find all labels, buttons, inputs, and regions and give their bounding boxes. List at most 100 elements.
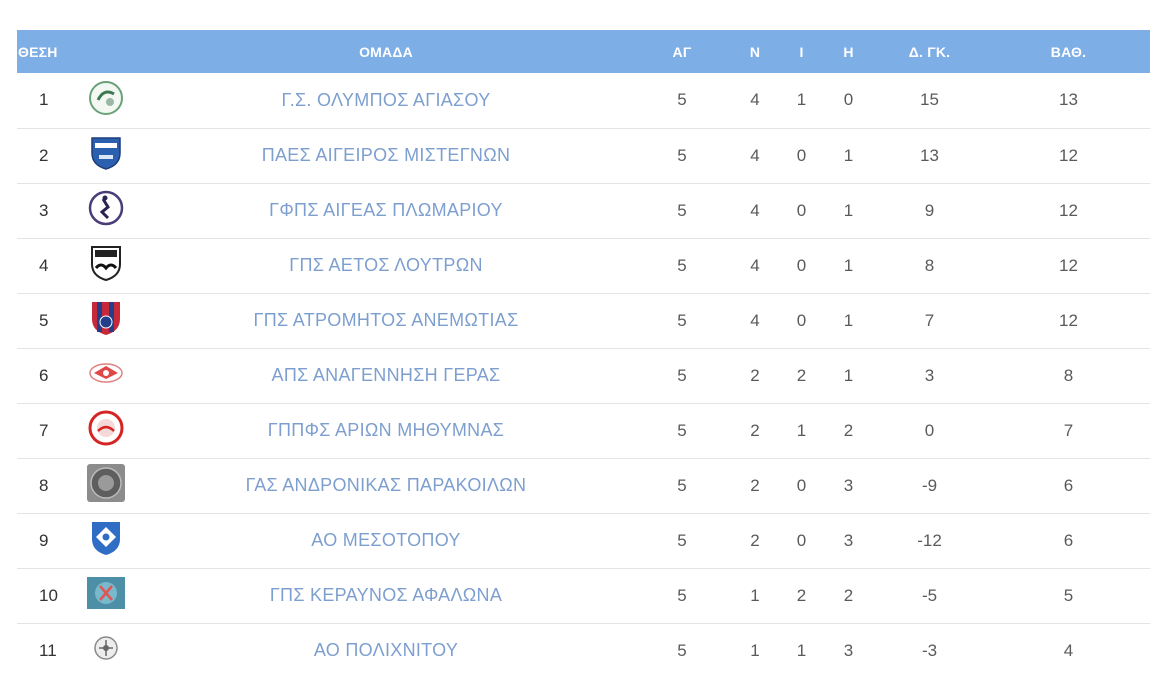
points-cell: 6 [1063, 475, 1074, 495]
losses-cell: 3 [843, 530, 854, 550]
draws-cell: 0 [796, 530, 807, 550]
team-name-link[interactable]: ΓΠΣ ΑΕΤΟΣ ΛΟΥΤΡΩΝ [289, 255, 483, 275]
draws-cell: 0 [796, 310, 807, 330]
shield-logo-blue-white-icon [89, 519, 123, 562]
points-cell: 4 [1063, 640, 1074, 660]
shield-logo-red-blue-icon [89, 299, 123, 342]
played-cell: 5 [677, 585, 687, 605]
points-cell: 12 [1059, 200, 1078, 220]
losses-cell: 2 [843, 420, 854, 440]
header-wins: Ν [749, 43, 761, 60]
points-cell: 12 [1059, 145, 1078, 165]
table-row: 3 ΓΦΠΣ ΑΙΓΕΑΣ ΠΛΩΜΑΡΙΟΥ 5 4 0 1 9 12 [17, 183, 1150, 238]
logo-cell [72, 623, 140, 678]
team-name-link[interactable]: ΑΟ ΠΟΛΙΧΝΙΤΟΥ [313, 640, 459, 661]
ball-logo-green-icon [88, 80, 124, 121]
table-row: 2 ΠΑΕΣ ΑΙΓΕΙΡΟΣ ΜΙΣΤΕΓΝΩΝ 5 4 0 1 13 12 [17, 128, 1150, 183]
position-cell: 10 [39, 585, 58, 605]
team-name-link[interactable]: ΓΑΣ ΑΝΔΡΟΝΙΚΑΣ ΠΑΡΑΚΟΙΛΩΝ [245, 475, 527, 495]
goal-difference-cell: 3 [924, 365, 935, 385]
losses-cell: 1 [843, 365, 854, 385]
logo-cell [72, 293, 140, 348]
team-name-link[interactable]: ΓΠΣ ΑΤΡΟΜΗΤΟΣ ΑΝΕΜΩΤΙΑΣ [253, 310, 519, 330]
played-cell: 5 [677, 90, 687, 110]
square-logo-teal-icon [86, 576, 126, 615]
played-cell: 5 [677, 365, 687, 385]
header-losses: Η [843, 43, 854, 60]
losses-cell: 3 [843, 640, 854, 660]
points-cell: 6 [1063, 530, 1074, 550]
losses-cell: 1 [843, 145, 854, 165]
played-cell: 5 [677, 255, 687, 275]
logo-cell [72, 73, 140, 128]
logo-cell [72, 348, 140, 403]
draws-cell: 0 [796, 475, 807, 495]
team-name-link[interactable]: ΓΠΣ ΚΕΡΑΥΝΟΣ ΑΦΑΛΩΝΑ [269, 585, 503, 605]
goal-difference-cell: 15 [920, 90, 939, 110]
position-cell: 3 [39, 200, 49, 220]
logo-cell [72, 568, 140, 623]
table-row: 9 ΑΟ ΜΕΣΟΤΟΠΟΥ 5 2 0 3 -12 6 [17, 513, 1150, 568]
draws-cell: 0 [796, 145, 807, 165]
team-name-link[interactable]: ΑΠΣ ΑΝΑΓΕΝΝΗΣΗ ΓΕΡΑΣ [271, 365, 501, 385]
header-draws: Ι [799, 43, 804, 60]
position-cell: 7 [39, 420, 49, 440]
position-cell: 4 [39, 255, 49, 275]
position-cell: 11 [39, 640, 57, 660]
logo-cell [72, 513, 140, 568]
team-name-link[interactable]: ΠΑΕΣ ΑΙΓΕΙΡΟΣ ΜΙΣΤΕΓΝΩΝ [261, 145, 511, 165]
circle-logo-purple-icon [88, 190, 124, 231]
goal-difference-cell: 13 [920, 145, 939, 165]
goal-difference-cell: 7 [924, 310, 935, 330]
header-goal-difference: Δ. ΓΚ. [908, 43, 951, 60]
ball-logo-red-icon [86, 361, 126, 390]
standings-table-container: ΘΕΣΗ ΟΜΑΔΑ ΑΓ Ν Ι Η Δ. ΓΚ. ΒΑΘ. 1 Γ.Σ. ΟΛ… [17, 30, 1150, 678]
team-name-link[interactable]: ΓΠΠΦΣ ΑΡΙΩΝ ΜΗΘΥΜΝΑΣ [267, 420, 505, 440]
table-header-row: ΘΕΣΗ ΟΜΑΔΑ ΑΓ Ν Ι Η Δ. ΓΚ. ΒΑΘ. [17, 30, 1150, 73]
goal-difference-cell: -5 [921, 585, 938, 605]
shield-logo-eagle-icon [89, 244, 123, 287]
table-row: 6 ΑΠΣ ΑΝΑΓΕΝΝΗΣΗ ΓΕΡΑΣ 5 2 2 1 3 8 [17, 348, 1150, 403]
table-row: 7 ΓΠΠΦΣ ΑΡΙΩΝ ΜΗΘΥΜΝΑΣ 5 2 1 2 0 7 [17, 403, 1150, 458]
draws-cell: 0 [796, 200, 807, 220]
position-cell: 6 [39, 365, 49, 385]
header-position: ΘΕΣΗ [18, 43, 58, 60]
goal-difference-cell: -9 [921, 475, 938, 495]
draws-cell: 2 [796, 585, 807, 605]
team-name-link[interactable]: ΑΟ ΜΕΣΟΤΟΠΟΥ [311, 530, 461, 550]
wins-cell: 2 [750, 420, 760, 440]
seal-logo-gray-icon [86, 463, 126, 508]
logo-cell [72, 403, 140, 458]
logo-cell [72, 458, 140, 513]
goal-difference-cell: 8 [924, 255, 935, 275]
header-points: ΒΑΘ. [1050, 43, 1087, 60]
played-cell: 5 [677, 475, 687, 495]
losses-cell: 2 [843, 585, 854, 605]
draws-cell: 1 [796, 420, 807, 440]
circle-logo-red-icon [88, 410, 124, 451]
team-name-link[interactable]: ΓΦΠΣ ΑΙΓΕΑΣ ΠΛΩΜΑΡΙΟΥ [269, 200, 503, 220]
goal-difference-cell: -12 [917, 530, 942, 550]
wins-cell: 4 [750, 255, 760, 275]
header-played: ΑΓ [672, 43, 692, 60]
team-name-link[interactable]: Γ.Σ. ΟΛΥΜΠΟΣ ΑΓΙΑΣΟΥ [281, 89, 491, 110]
position-cell: 5 [39, 310, 49, 330]
played-cell: 5 [677, 420, 687, 440]
logo-cell [72, 183, 140, 238]
wins-cell: 4 [750, 90, 760, 110]
wins-cell: 4 [750, 200, 760, 220]
played-cell: 5 [677, 200, 687, 220]
points-cell: 7 [1063, 420, 1074, 440]
goal-difference-cell: 9 [924, 200, 935, 220]
standings-table: ΘΕΣΗ ΟΜΑΔΑ ΑΓ Ν Ι Η Δ. ΓΚ. ΒΑΘ. 1 Γ.Σ. ΟΛ… [17, 30, 1150, 678]
draws-cell: 0 [796, 255, 807, 275]
table-row: 5 ΓΠΣ ΑΤΡΟΜΗΤΟΣ ΑΝΕΜΩΤΙΑΣ 5 4 0 1 7 12 [17, 293, 1150, 348]
logo-cell [72, 128, 140, 183]
played-cell: 5 [677, 145, 687, 165]
losses-cell: 1 [843, 310, 854, 330]
position-cell: 9 [39, 530, 49, 550]
played-cell: 5 [677, 530, 687, 550]
ball-logo-gray-icon [93, 635, 119, 666]
wins-cell: 2 [750, 530, 760, 550]
position-cell: 2 [39, 145, 49, 165]
